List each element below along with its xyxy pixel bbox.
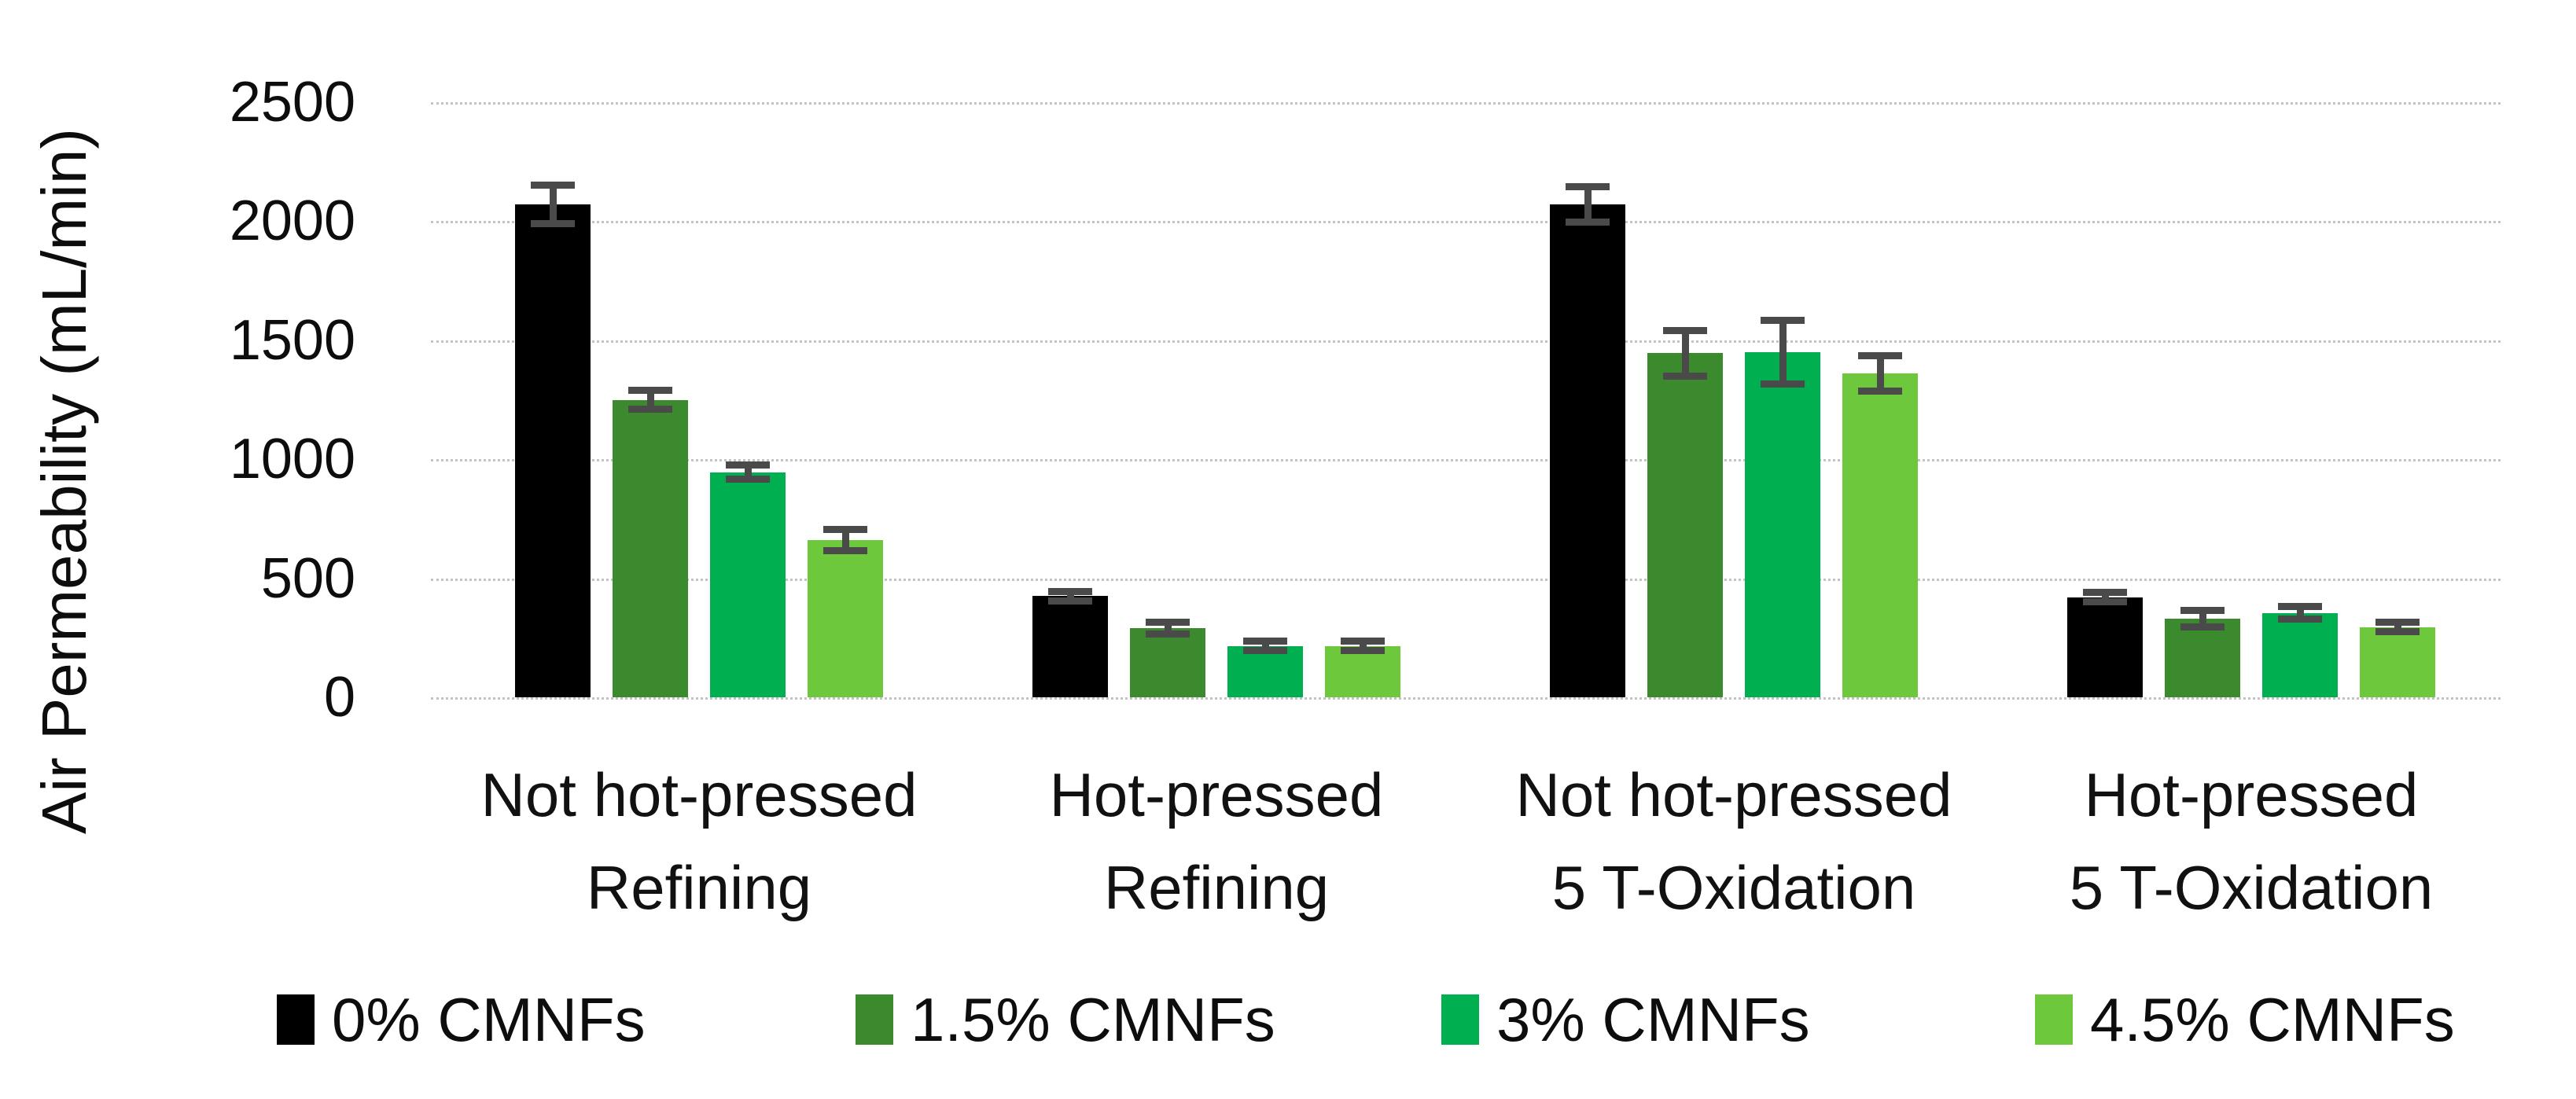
error-bar-cap [531,219,575,227]
error-bar-cap [1341,638,1385,645]
gridline [431,340,2501,343]
legend-item: 3% CMNFs [1441,984,1810,1055]
legend-label: 0% CMNFs [332,985,646,1054]
bar [1130,628,1205,697]
error-bar [1876,351,1884,395]
error-bar-cap [1858,388,1902,395]
error-bar-cap [2375,628,2420,636]
error-bar-cap [2375,619,2420,627]
error-bar [549,182,557,227]
error-bar-cap [2180,606,2225,614]
error-bar [2101,589,2109,606]
plot-area [431,102,2501,700]
gridline [431,102,2501,105]
bar [2165,619,2240,697]
error-bar-cap [1663,372,1707,380]
error-bar [1066,587,1074,605]
error-bar-cap [1566,219,1610,226]
bar [1550,204,1625,697]
error-bar-cap [1243,638,1287,645]
error-bar [646,386,654,414]
legend-item: 1.5% CMNFs [856,984,1275,1055]
gridline [431,459,2501,462]
bar [2067,597,2143,697]
bar [2360,627,2435,697]
bar [515,204,591,697]
error-bar [1359,638,1367,655]
error-bar [2394,619,2401,636]
error-bar [1779,316,1787,388]
bar [710,472,786,697]
error-bar-cap [1048,597,1092,605]
error-bar-cap [1341,647,1385,655]
error-bar-cap [2083,598,2127,606]
error-bar-cap [1663,327,1707,335]
bar [1227,645,1303,697]
error-bar-cap [628,386,672,394]
error-bar-cap [1761,380,1805,388]
bar [1745,351,1820,697]
error-bar-cap [823,547,867,555]
y-tick-label: 0 [323,666,355,729]
bar [1842,373,1918,697]
error-bar [841,525,849,555]
error-bar-cap [531,182,575,189]
y-tick-label: 1500 [229,308,355,372]
x-category-label: Not hot-pressed 5 T-Oxidation [1515,760,1952,922]
gridline [431,578,2501,581]
error-bar-cap [1566,182,1610,190]
bar [1647,353,1723,697]
bar [1032,596,1108,697]
error-bar-cap [628,406,672,414]
error-bar [1681,327,1689,380]
error-bar [1164,619,1172,638]
error-bar-cap [2278,603,2322,611]
legend-label: 1.5% CMNFs [911,985,1275,1054]
error-bar-cap [2083,589,2127,597]
error-bar-cap [1243,647,1287,655]
error-bar [2296,603,2304,623]
error-bar [2199,606,2206,631]
error-bar [744,461,752,483]
y-tick-label: 2000 [229,189,355,253]
bar [808,540,883,697]
error-bar-cap [2278,615,2322,623]
error-bar-cap [1761,316,1805,324]
legend-swatch [2035,994,2073,1045]
legend-label: 3% CMNFs [1496,985,1810,1054]
y-tick-label: 500 [260,546,355,610]
x-category-label: Hot-pressed Refining [1049,760,1384,922]
error-bar [1584,182,1592,226]
legend-swatch [856,994,893,1045]
x-category-label: Not hot-pressed Refining [480,760,918,922]
bar [1325,645,1400,697]
y-tick-label: 2500 [229,71,355,134]
y-tick-label: 1000 [229,428,355,491]
error-bar-cap [823,525,867,533]
legend-swatch [1441,994,1479,1045]
legend-item: 4.5% CMNFs [2035,984,2455,1055]
error-bar-cap [726,476,770,483]
gridline [431,697,2501,700]
error-bar-cap [2180,623,2225,631]
y-axis-title: Air Permeability (mL/min) [29,128,99,834]
error-bar-cap [1146,619,1190,627]
gridline [431,221,2501,224]
error-bar [1261,638,1269,655]
bar [613,399,688,697]
error-bar-cap [1048,587,1092,595]
bar [2262,612,2338,697]
legend-swatch [277,994,315,1045]
legend-label: 4.5% CMNFs [2090,985,2455,1054]
error-bar-cap [1146,630,1190,638]
legend-item: 0% CMNFs [277,984,646,1055]
x-category-label: Hot-pressed 5 T-Oxidation [2069,760,2434,922]
error-bar-cap [726,461,770,469]
error-bar-cap [1858,351,1902,359]
